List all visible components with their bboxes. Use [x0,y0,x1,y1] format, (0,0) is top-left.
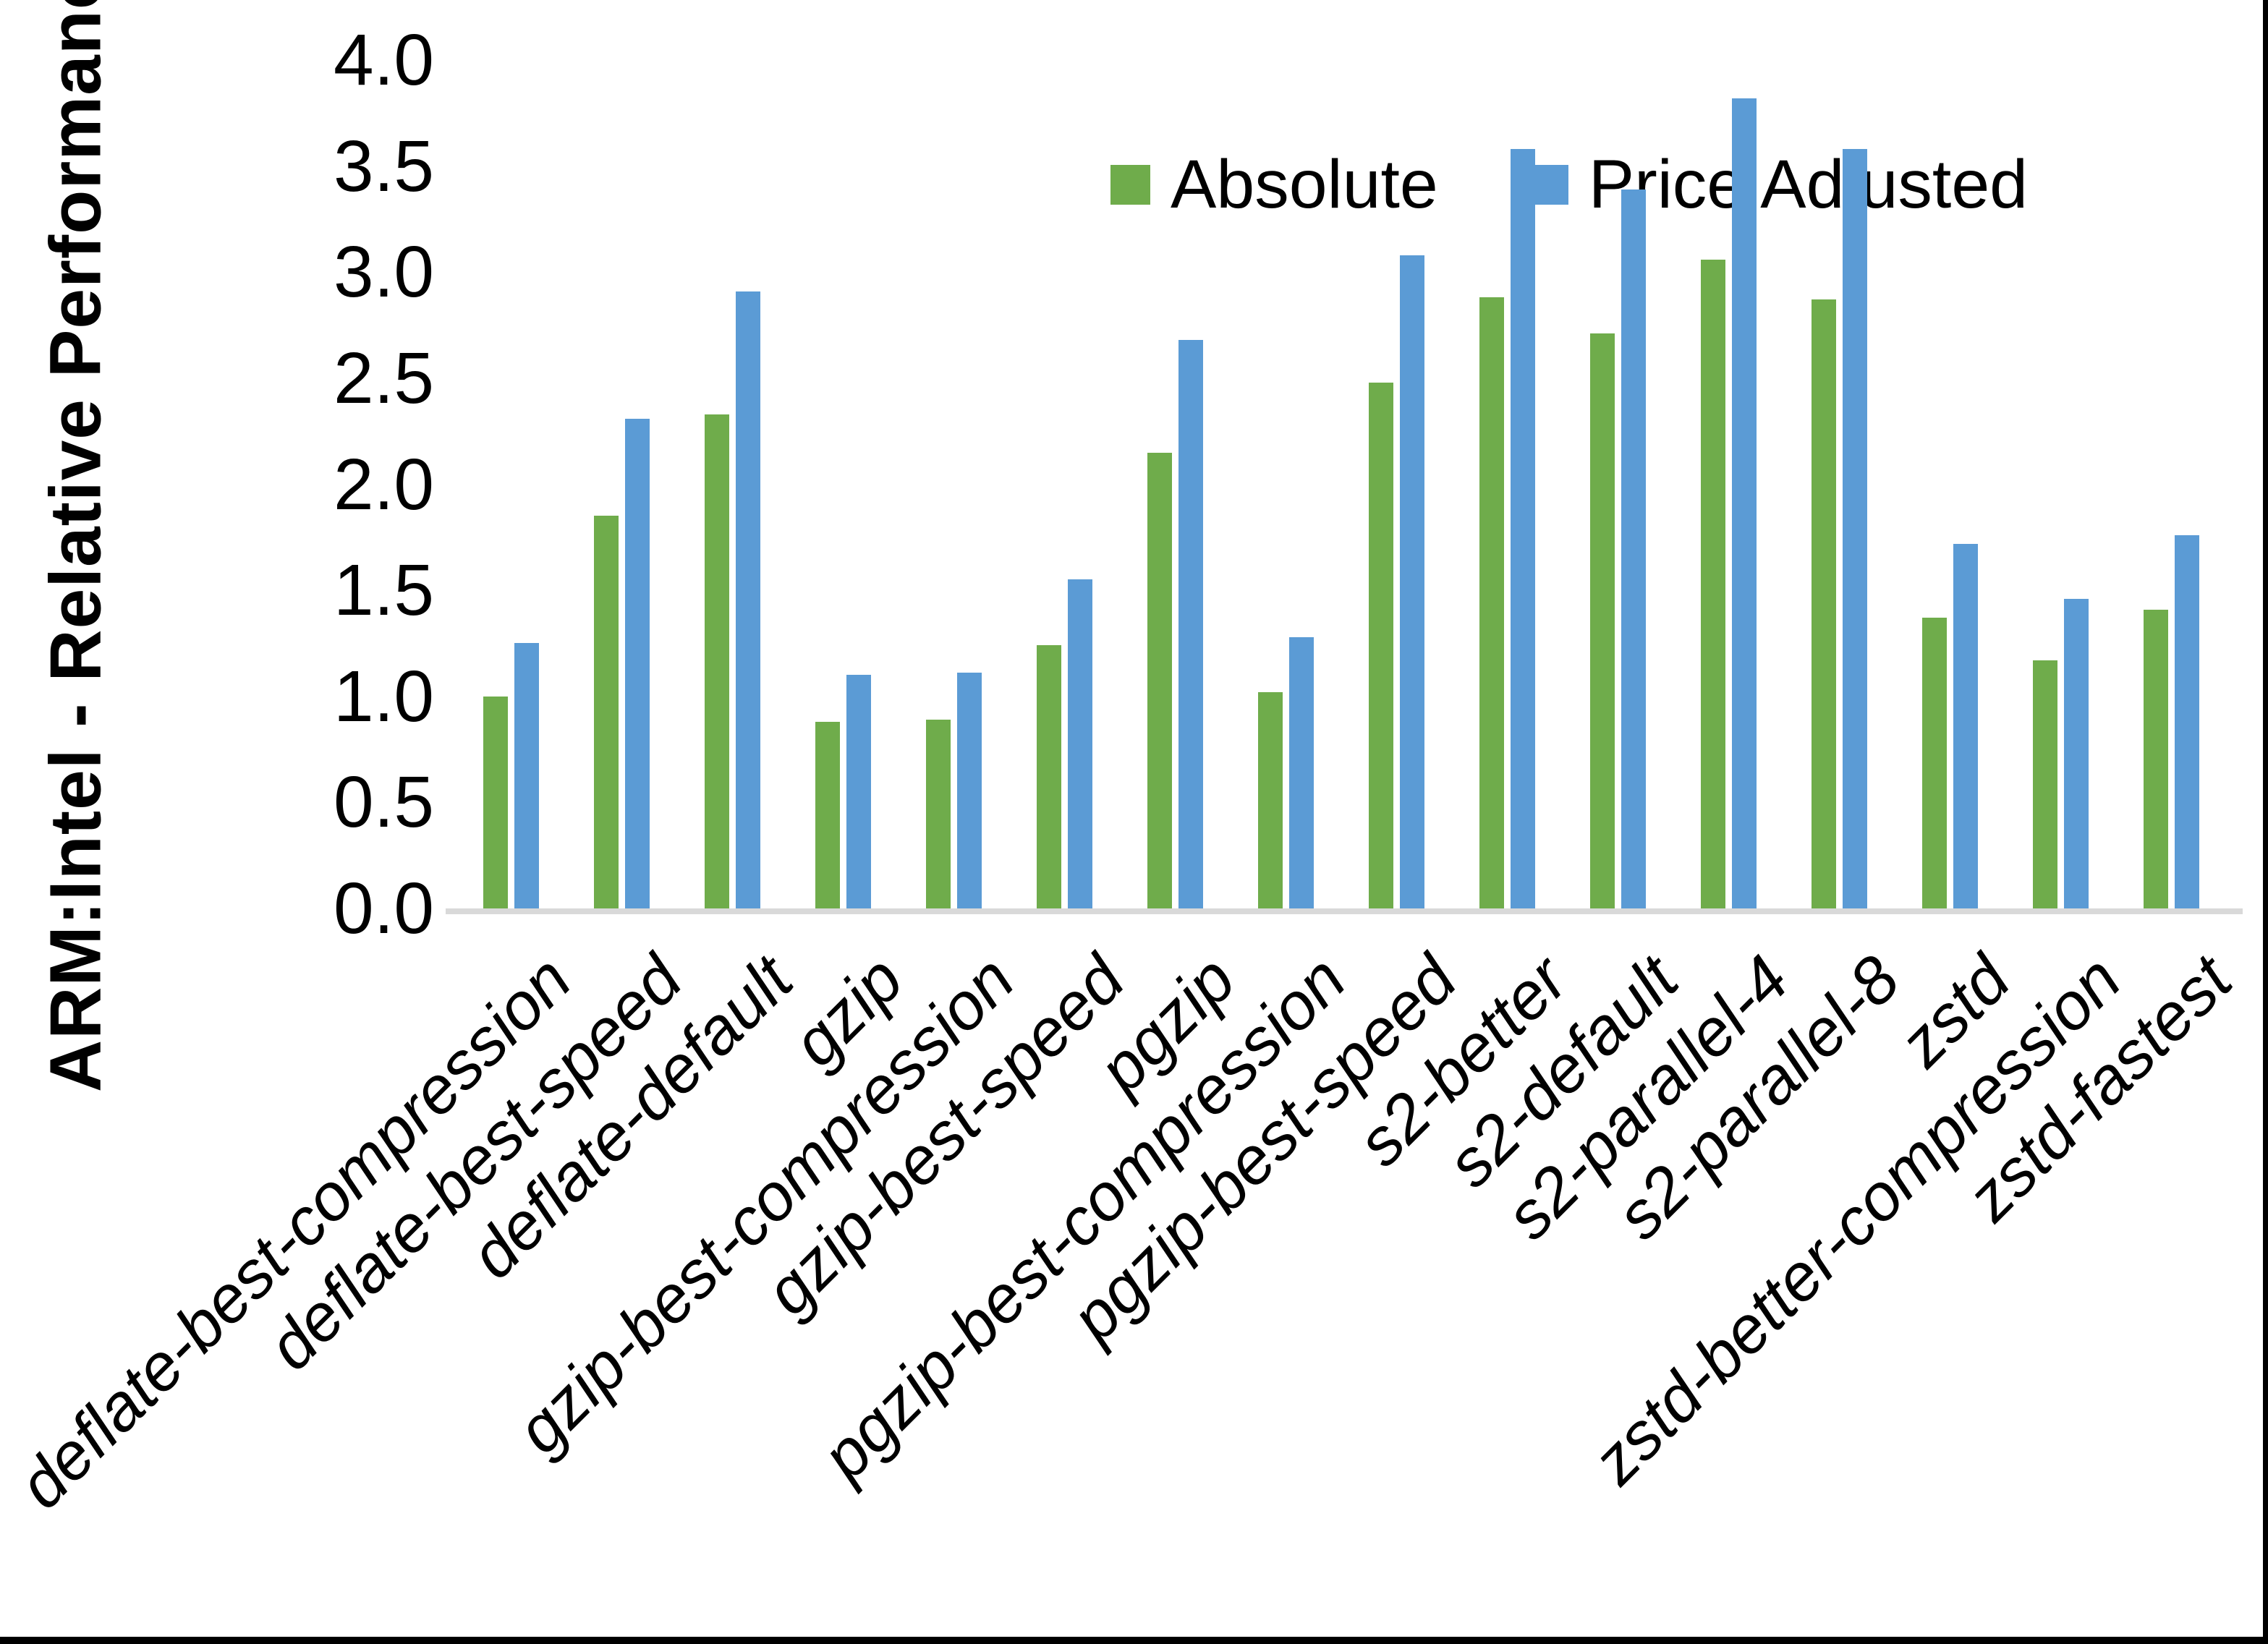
bar-price-adjusted [2063,599,2089,908]
bar-absolute [2032,660,2057,908]
bar-group [1257,637,1314,908]
bar-group [1700,98,1757,908]
x-axis-line [446,908,2243,914]
bar-group [593,419,650,908]
legend-swatch-icon [1110,165,1150,205]
bar-price-adjusted [1510,149,1535,908]
y-axis-tick-label: 2.5 [333,338,434,419]
y-axis-tick-label: 4.0 [333,20,434,101]
legend-label: Price Adjusted [1588,146,2028,223]
bar-price-adjusted [2174,535,2199,908]
bar-group [1479,149,1535,908]
y-axis-tick-label: 0.0 [333,868,434,949]
bar-price-adjusted [514,643,539,908]
legend-swatch-icon [1528,165,1568,205]
bar-absolute [925,720,951,908]
bar-absolute [593,516,619,908]
y-axis: 0.0 0.5 1.0 1.5 2.0 2.5 3.0 3.5 4.0 [0,24,434,945]
y-axis-tick-label: 3.5 [333,126,434,207]
bar-price-adjusted [1842,149,1867,908]
bar-group [1036,579,1092,908]
legend-item-price-adjusted: Price Adjusted [1528,145,2028,224]
bar-group [704,291,760,908]
legend-item-absolute: Absolute [1110,145,1438,224]
bar-absolute [704,414,729,908]
bar-absolute [2143,610,2168,908]
bar-price-adjusted [624,419,650,908]
bar-absolute [483,697,508,908]
bar-price-adjusted [1731,98,1757,908]
bar-price-adjusted [1621,189,1646,908]
bar-group [2032,599,2089,908]
bar-price-adjusted [1399,255,1424,908]
bar-absolute [1257,692,1283,908]
bar-price-adjusted [1953,544,1978,908]
bar-absolute [815,722,840,908]
bar-absolute [1036,645,1061,908]
bar-price-adjusted [956,673,982,908]
y-axis-tick-label: 1.5 [333,550,434,631]
bar-group [1147,340,1203,908]
bar-group [1921,544,1978,908]
y-axis-tick-label: 2.0 [333,444,434,525]
bar-price-adjusted [1067,579,1092,908]
bar-absolute [1811,299,1836,908]
bar-group [815,675,871,908]
bar-absolute [1921,618,1947,908]
bar-absolute [1700,260,1725,908]
legend-label: Absolute [1171,146,1438,223]
bar-price-adjusted [1178,340,1203,908]
bar-group [483,643,539,908]
legend: Absolute Price Adjusted [1110,145,2028,224]
bar-price-adjusted [846,675,871,908]
plot-area: Absolute Price Adjusted [456,60,2235,908]
bar-group [1811,149,1867,908]
bar-absolute [1368,383,1393,908]
bar-group [925,673,982,908]
y-axis-tick-label: 1.0 [333,656,434,737]
bar-group [1368,255,1424,908]
bar-group [2143,535,2199,908]
y-axis-tick-label: 0.5 [333,762,434,843]
bar-absolute [1479,297,1504,908]
y-axis-tick-label: 3.0 [333,231,434,312]
bar-price-adjusted [1288,637,1314,908]
bar-price-adjusted [735,291,760,908]
bar-absolute [1147,453,1172,908]
bar-absolute [1589,333,1615,908]
bar-group [1589,189,1646,908]
